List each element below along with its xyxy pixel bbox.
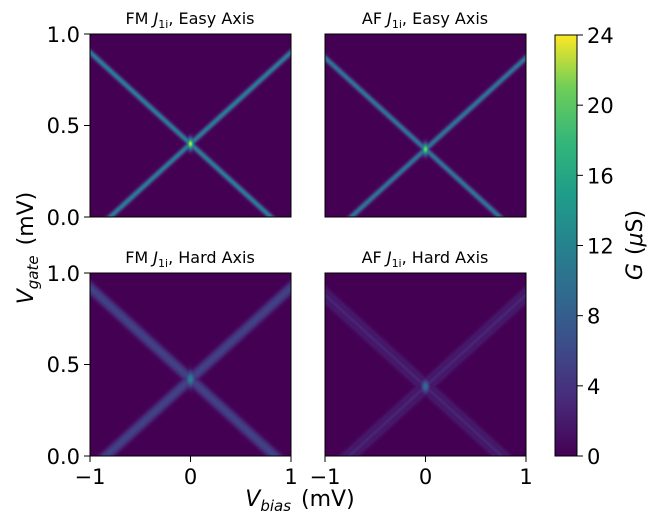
colorbar-tick-label: 20 xyxy=(587,94,614,118)
ytick-label: 1.0 xyxy=(47,262,80,286)
panel-title: FM J1i, Easy Axis xyxy=(125,9,254,31)
xtick-label: 1 xyxy=(284,465,297,489)
colorbar-tick-label: 4 xyxy=(587,375,600,399)
xtick-label: −1 xyxy=(75,465,106,489)
xtick-label: 0 xyxy=(419,465,432,489)
ytick-label: 0.5 xyxy=(47,353,80,377)
xtick-label: 0 xyxy=(184,465,197,489)
panel-title: AF J1i, Hard Axis xyxy=(362,248,489,270)
colorbar-ticks: 0 4 8 12 16 20 24 xyxy=(577,24,614,469)
xtick-label: 1 xyxy=(519,465,532,489)
heatmap-image xyxy=(325,273,526,456)
colorbar-tick-label: 12 xyxy=(587,235,614,259)
colorbar: 0 4 8 12 16 20 24 G(μS) xyxy=(554,24,648,469)
plot-frame xyxy=(324,33,527,218)
heatmap-image xyxy=(90,273,291,456)
colorbar-label: G(μS) xyxy=(623,210,648,280)
x-axis-label: Vbias (mV) xyxy=(245,487,354,514)
panel-af-easy: AF J1i, Easy Axis xyxy=(324,9,527,218)
colorbar-tick-label: 16 xyxy=(587,164,614,188)
colorbar-tick-label: 24 xyxy=(587,24,614,48)
colorbar-tick-label: 8 xyxy=(587,305,600,329)
panel-fm-hard: FM J1i, Hard Axis 1.0 0.5 0.0 −1 0 1 xyxy=(47,248,298,489)
heatmap-image xyxy=(90,34,291,217)
ytick-label: 0.5 xyxy=(47,114,80,138)
colorbar-gradient xyxy=(555,35,577,456)
heatmap-image xyxy=(325,34,526,217)
panel-title: AF J1i, Easy Axis xyxy=(362,9,488,31)
ytick-label: 1.0 xyxy=(47,23,80,47)
colorbar-tick-label: 0 xyxy=(587,445,600,469)
panel-af-hard: AF J1i, Hard Axis −1 0 1 xyxy=(310,248,533,489)
panel-fm-easy: FM J1i, Easy Axis 1.0 0.5 0.0 xyxy=(47,9,292,230)
panel-title: FM J1i, Hard Axis xyxy=(125,248,255,270)
y-axis-label: Vgate(mV) xyxy=(14,192,42,305)
ytick-label: 0.0 xyxy=(47,445,80,469)
xtick-label: −1 xyxy=(310,465,341,489)
ytick-label: 0.0 xyxy=(47,206,80,230)
